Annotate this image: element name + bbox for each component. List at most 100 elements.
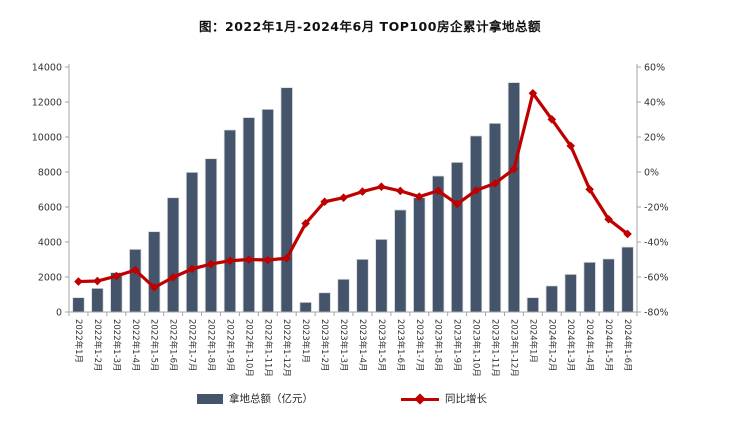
bar	[564, 274, 577, 313]
bar	[185, 171, 199, 313]
line-point-marker	[74, 277, 83, 286]
bar	[583, 261, 596, 313]
bar	[545, 285, 558, 313]
line-point-marker	[528, 88, 538, 98]
left-axis-tick-label: 14000	[32, 63, 62, 74]
right-axis-tick-label: -40%	[644, 238, 669, 249]
line-point-marker	[358, 187, 367, 196]
x-axis-category-label: 2023年1-3月	[338, 319, 349, 372]
x-axis-category-label: 2022年1月	[73, 319, 84, 363]
right-axis-tick-label: -60%	[644, 273, 669, 284]
chart-legend: 拿地总额（亿元） 同比增长	[0, 391, 712, 406]
line-point-marker	[604, 214, 613, 224]
bar	[469, 135, 483, 313]
bar	[507, 82, 521, 313]
line-point-marker	[225, 256, 235, 266]
x-axis-category-label: 2023年1-2月	[319, 319, 330, 372]
x-axis-category-label: 2022年1-5月	[149, 319, 160, 372]
x-axis-category-label: 2022年1-2月	[92, 319, 103, 372]
x-axis-category-label: 2022年1-3月	[111, 319, 122, 372]
line-point-marker	[168, 273, 178, 282]
line-point-marker	[112, 271, 121, 281]
left-axis-tick-label: 8000	[38, 168, 62, 179]
bar	[129, 248, 142, 313]
line-point-marker	[282, 253, 292, 263]
x-axis-category-label: 2023年1-7月	[414, 319, 425, 372]
right-axis-tick-label: 0%	[644, 168, 659, 179]
line-point-marker	[320, 197, 329, 207]
legend-item-line-series: 同比增长	[401, 391, 487, 406]
legend-label-bar: 拿地总额（亿元）	[229, 393, 313, 405]
line-point-marker	[623, 229, 632, 239]
bar	[299, 302, 312, 313]
yoy-growth-line	[78, 91, 629, 290]
bar	[451, 162, 464, 313]
right-axis-tick-label: -20%	[644, 203, 669, 214]
x-axis-category-label: 2023年1-12月	[508, 319, 519, 377]
x-axis-category-label: 2023年1-4月	[357, 319, 368, 372]
bar	[242, 117, 255, 313]
x-axis-category-label: 2022年1-6月	[168, 319, 179, 372]
chart-title: 图：2022年1月-2024年6月 TOP100房企累计拿地总额	[199, 19, 541, 34]
line-point-marker	[130, 265, 140, 275]
line-point-marker	[339, 193, 348, 203]
line-point-marker	[433, 186, 443, 196]
bar	[204, 158, 218, 313]
left-axis-tick-label: 12000	[32, 98, 62, 109]
bar	[280, 87, 293, 313]
legend-item-bar-series: 拿地总额（亿元）	[197, 391, 313, 406]
line-point-marker	[509, 164, 519, 174]
x-axis-category-label: 2024年1-4月	[584, 319, 595, 372]
x-axis-category-label: 2022年1-10月	[243, 319, 254, 377]
bar	[621, 246, 634, 313]
x-axis-category-label: 2024年1-6月	[622, 319, 633, 372]
right-axis-tick-label: 60%	[644, 63, 665, 74]
line-point-marker	[547, 115, 557, 124]
x-axis-category-label: 2024年1-5月	[603, 319, 614, 372]
x-axis-category-label: 2024年1-3月	[565, 319, 576, 372]
bar	[356, 258, 369, 313]
bar	[91, 288, 104, 313]
x-axis-category-label: 2022年1-4月	[130, 319, 141, 372]
right-axis-tick-label: -80%	[644, 308, 669, 319]
bar	[375, 239, 388, 313]
line-point-marker	[396, 186, 405, 196]
x-axis-category-label: 2023年1-5月	[376, 319, 387, 372]
x-axis-category-label: 2023年1-11月	[490, 319, 501, 377]
x-axis-category-label: 2022年1-12月	[281, 319, 292, 377]
line-point-marker	[566, 141, 576, 151]
bar	[413, 197, 426, 313]
right-axis-tick-label: 20%	[644, 133, 665, 144]
left-axis-tick-label: 0	[56, 308, 62, 319]
x-axis-category-label: 2024年1-2月	[546, 319, 557, 372]
line-point-marker	[585, 185, 594, 194]
bar	[261, 108, 274, 313]
x-axis-category-label: 2022年1-11月	[262, 319, 273, 377]
line-point-marker	[490, 179, 500, 188]
left-axis-tick-label: 6000	[38, 203, 62, 214]
line-point-marker	[206, 259, 216, 269]
bar	[432, 175, 445, 313]
left-axis-tick-label: 4000	[38, 238, 62, 249]
x-axis-category-label: 2022年1-7月	[187, 319, 198, 372]
bar	[148, 231, 161, 313]
x-axis-category-label: 2022年1-8月	[206, 319, 217, 372]
right-axis-tick-label: 40%	[644, 98, 665, 109]
left-axis-tick-label: 10000	[32, 133, 62, 144]
legend-label-line: 同比增长	[445, 393, 487, 405]
line-point-marker	[263, 255, 273, 265]
line-point-marker	[301, 219, 310, 228]
bar	[318, 292, 331, 313]
x-axis-category-label: 2023年1-6月	[395, 319, 406, 372]
bar	[223, 129, 237, 313]
line-point-marker	[187, 264, 197, 274]
bar	[488, 122, 502, 313]
bar	[394, 209, 407, 313]
bar	[337, 278, 350, 313]
bar-series-swatch	[197, 393, 223, 404]
bar	[602, 258, 615, 313]
x-axis-category-label: 2023年1-10月	[471, 319, 482, 377]
line-series-swatch	[401, 392, 439, 405]
